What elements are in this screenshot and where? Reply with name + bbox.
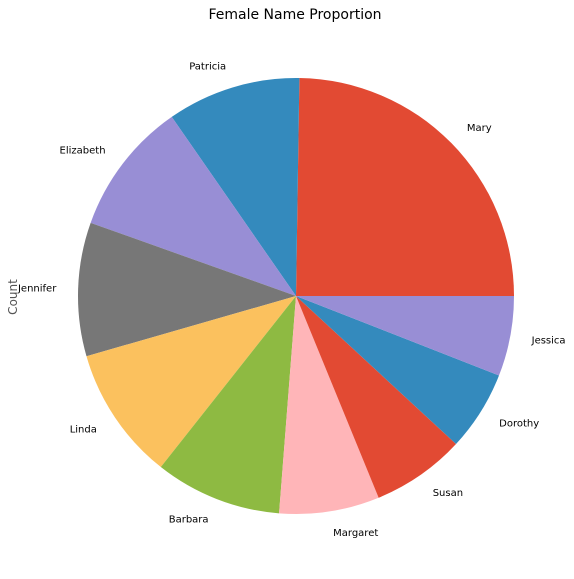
pie-slice-linda [86, 296, 296, 468]
pie-label-barbara: Barbara [169, 514, 209, 525]
pie-label-patricia: Patricia [189, 62, 226, 73]
pie-slice-barbara [160, 296, 296, 514]
pie-slice-elizabeth [90, 116, 296, 296]
pie-label-linda: Linda [70, 425, 97, 436]
pie-label-jessica: Jessica [531, 335, 566, 346]
pie-label-elizabeth: Elizabeth [60, 145, 106, 156]
pie-slice-mary [296, 78, 514, 296]
pie-slice-patricia [171, 78, 300, 296]
y-axis-label: Count [6, 279, 20, 315]
pie-labels: Mary Patricia Elizabeth Jennifer Linda Barbar… [17, 62, 566, 539]
pie-label-susan: Susan [433, 488, 463, 499]
pie-slice-jennifer [78, 222, 296, 357]
pie-slice-jessica [296, 296, 514, 376]
pie-label-mary: Mary [467, 123, 492, 134]
pie-slice-margaret [279, 296, 379, 514]
chart-title: Female Name Proportion [208, 7, 381, 23]
pie-label-jennifer: Jennifer [17, 284, 57, 295]
pie-label-dorothy: Dorothy [499, 418, 539, 429]
pie-slices [78, 78, 514, 514]
pie-slice-susan [296, 296, 457, 498]
pie-slice-dorothy [296, 296, 499, 445]
pie-label-margaret: Margaret [333, 528, 378, 539]
